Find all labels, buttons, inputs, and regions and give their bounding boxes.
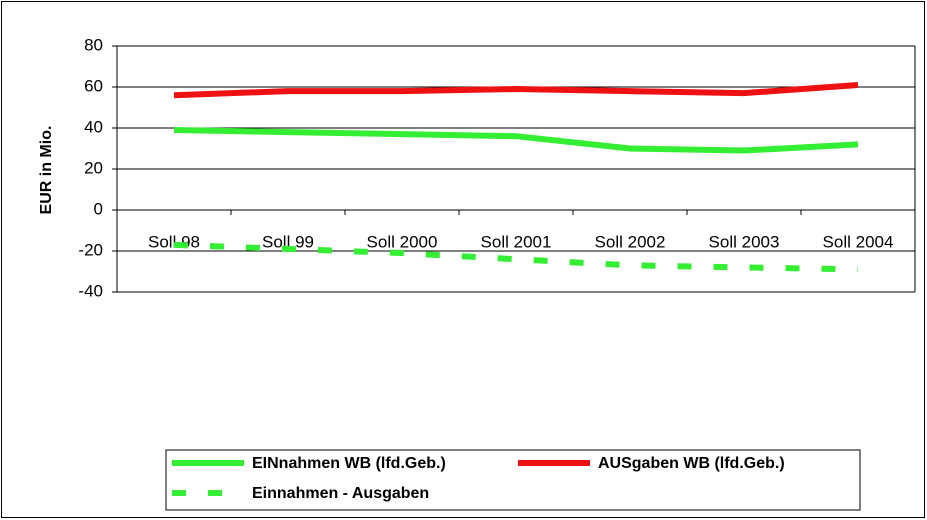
y-tick-label: 80 bbox=[84, 35, 103, 54]
x-tick-label: Soll 2003 bbox=[709, 232, 780, 251]
series-line bbox=[173, 81, 859, 99]
legend-label: Einnahmen - Ausgaben bbox=[252, 485, 429, 502]
y-axis-label: EUR in Mio. bbox=[38, 126, 55, 215]
x-tick-label: Soll 2000 bbox=[367, 232, 438, 251]
series-line bbox=[173, 241, 859, 273]
y-tick-label: -20 bbox=[78, 240, 103, 259]
y-tick-label: 40 bbox=[84, 117, 103, 136]
series-line bbox=[173, 127, 859, 154]
x-tick-label: Soll 98 bbox=[148, 232, 200, 251]
x-tick-label: Soll 2001 bbox=[481, 232, 552, 251]
y-tick-label: 20 bbox=[84, 158, 103, 177]
legend-box bbox=[165, 449, 861, 511]
y-tick-label: 60 bbox=[84, 76, 103, 95]
x-tick-label: Soll 2004 bbox=[823, 232, 894, 251]
x-tick-label: Soll 99 bbox=[262, 232, 314, 251]
x-tick-label: Soll 2002 bbox=[595, 232, 666, 251]
y-tick-label: 0 bbox=[94, 199, 103, 218]
legend-label: EINnahmen WB (lfd.Geb.) bbox=[252, 455, 446, 472]
y-tick-label: -40 bbox=[78, 281, 103, 300]
legend-label: AUSgaben WB (lfd.Geb.) bbox=[598, 455, 785, 472]
